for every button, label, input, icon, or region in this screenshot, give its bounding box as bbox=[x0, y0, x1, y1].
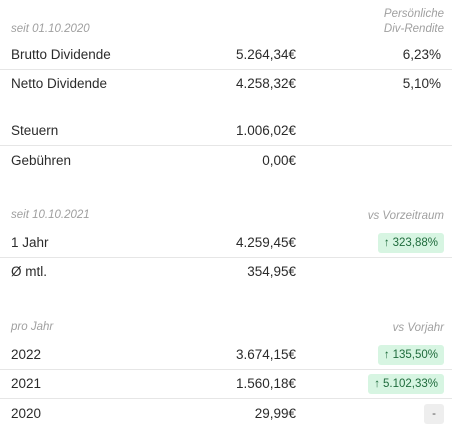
yield-header: Persönliche Div-Rendite bbox=[0, 4, 455, 35]
netto-dividend-row: Netto Dividende 4.258,32€ 5,10% bbox=[0, 70, 452, 99]
taxes-row: Steuern 1.006,02€ bbox=[0, 117, 452, 146]
row-value: 29,99€ bbox=[254, 406, 296, 421]
row-label: 2022 bbox=[11, 347, 42, 362]
period-compare-label: vs Vorzeitraum bbox=[367, 210, 444, 222]
row-yield: 6,23% bbox=[402, 47, 441, 62]
yield-header-label: Persönliche Div-Rendite bbox=[384, 7, 444, 37]
fees-row: Gebühren 0,00€ bbox=[0, 147, 452, 176]
row-label: Gebühren bbox=[11, 153, 72, 168]
change-badge-value: 323,88% bbox=[392, 237, 438, 249]
yearly-section-header: pro Jahr vs Vorjahr bbox=[0, 318, 455, 338]
row-value: 1.560,18€ bbox=[235, 376, 296, 391]
yield-header-line1: Persönliche bbox=[383, 8, 444, 20]
change-badge: ↑ 5.102,33% bbox=[368, 374, 444, 394]
row-label: 1 Jahr bbox=[11, 235, 49, 250]
monthly-avg-row: Ø mtl. 354,95€ bbox=[0, 258, 452, 287]
since-section-header: seit 01.10.2020 bbox=[0, 20, 455, 40]
row-label: 2020 bbox=[11, 406, 42, 421]
change-badge-value: 5.102,33% bbox=[383, 378, 438, 390]
period-section-label: seit 10.10.2021 bbox=[11, 209, 90, 221]
change-badge-none: - bbox=[424, 404, 444, 424]
yield-header-line2: Div-Rendite bbox=[383, 23, 444, 35]
yearly-section-label: pro Jahr bbox=[11, 321, 54, 333]
year-row-2020: 2020 29,99€ - bbox=[0, 400, 452, 429]
row-value: 4.259,45€ bbox=[235, 235, 296, 250]
row-label: 2021 bbox=[11, 376, 42, 391]
row-label: Ø mtl. bbox=[11, 264, 47, 279]
since-section-label: seit 01.10.2020 bbox=[11, 23, 90, 35]
one-year-row: 1 Jahr 4.259,45€ ↑ 323,88% bbox=[0, 229, 452, 258]
row-value: 354,95€ bbox=[247, 264, 296, 279]
row-value: 3.674,15€ bbox=[235, 347, 296, 362]
row-value: 5.264,34€ bbox=[235, 47, 296, 62]
row-label: Brutto Dividende bbox=[11, 47, 111, 62]
row-yield: 5,10% bbox=[402, 76, 441, 91]
brutto-dividend-row: Brutto Dividende 5.264,34€ 6,23% bbox=[0, 41, 452, 70]
year-row-2022: 2022 3.674,15€ ↑ 135,50% bbox=[0, 341, 452, 370]
row-value: 4.258,32€ bbox=[235, 76, 296, 91]
row-value: 1.006,02€ bbox=[235, 123, 296, 138]
period-section-header: seit 10.10.2021 vs Vorzeitraum bbox=[0, 206, 455, 226]
yearly-compare-label: vs Vorjahr bbox=[392, 322, 444, 334]
row-label: Netto Dividende bbox=[11, 76, 108, 91]
row-value: 0,00€ bbox=[262, 153, 296, 168]
change-badge: ↑ 135,50% bbox=[377, 345, 444, 365]
arrow-up-icon: ↑ bbox=[383, 237, 390, 249]
arrow-up-icon: ↑ bbox=[383, 349, 390, 361]
arrow-up-icon: ↑ bbox=[374, 378, 380, 390]
year-row-2021: 2021 1.560,18€ ↑ 5.102,33% bbox=[0, 370, 452, 399]
row-label: Steuern bbox=[11, 123, 59, 138]
change-badge-value: 135,50% bbox=[392, 349, 438, 361]
change-badge: ↑ 323,88% bbox=[377, 233, 444, 253]
